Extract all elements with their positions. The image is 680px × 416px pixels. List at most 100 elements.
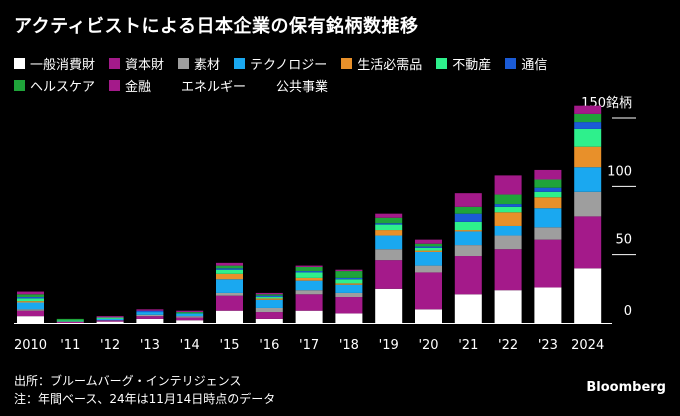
- bar-segment: [454, 230, 482, 232]
- bar-segment: [136, 316, 164, 319]
- bar-segment: [375, 235, 403, 250]
- legend-item: エネルギー: [165, 77, 247, 95]
- bar-segment: [454, 206, 482, 214]
- bar-segment: [494, 235, 522, 250]
- bar-segment: [176, 313, 204, 317]
- bar-segment: [454, 256, 482, 295]
- bar-segment: [534, 227, 562, 240]
- bar-segment: [494, 212, 522, 226]
- bar-segment: [96, 321, 124, 323]
- legend-swatch: [436, 57, 448, 69]
- bar-segment: [216, 268, 243, 270]
- bar-segment: [295, 265, 323, 267]
- bar-segment: [494, 225, 522, 236]
- bar-segment: [255, 292, 283, 295]
- bar-segment: [176, 312, 204, 314]
- bar-segment: [335, 279, 363, 284]
- bar-segment: [56, 321, 84, 323]
- x-tick-label: '19: [379, 338, 399, 353]
- bar-segment: [17, 309, 44, 311]
- bar-segment: [17, 316, 44, 323]
- legend-item: ヘルスケア: [14, 77, 96, 95]
- bar-segment: [375, 260, 403, 289]
- bloomberg-logo: Bloomberg: [586, 380, 666, 395]
- bar-segment: [255, 318, 283, 323]
- bar-segment: [216, 292, 243, 296]
- x-tick-label: '23: [538, 338, 558, 353]
- bar-segment: [574, 105, 602, 114]
- x-tick-label: '13: [140, 338, 160, 353]
- bar-segment: [136, 314, 164, 317]
- legend-item: 生活必需品: [341, 55, 423, 73]
- legend-item: 公共事業: [260, 77, 329, 95]
- x-tick-label: '14: [180, 338, 200, 353]
- bar-segment: [176, 317, 204, 321]
- x-tick-label: '16: [259, 338, 279, 353]
- bar-segment: [335, 284, 363, 293]
- bar-segment: [534, 169, 562, 180]
- y-tick-label: 100: [607, 164, 632, 179]
- bar-segment: [295, 277, 323, 281]
- legend-label: 生活必需品: [357, 57, 423, 73]
- bar-segment: [17, 294, 44, 298]
- bar-segment: [295, 290, 323, 295]
- bar-segment: [574, 122, 602, 129]
- bar-segment: [534, 287, 562, 323]
- bar-segment: [255, 307, 283, 313]
- bar-segment: [574, 268, 602, 323]
- legend-label: ヘルスケア: [30, 79, 96, 95]
- bar-segment: [415, 239, 442, 244]
- bar-segment: [454, 245, 482, 257]
- legend-item: 不動産: [436, 55, 491, 73]
- bar-segment: [415, 272, 442, 310]
- bar-segment: [216, 273, 243, 280]
- bar-segment: [454, 294, 482, 323]
- bar-segment: [375, 249, 403, 261]
- bar-segment: [415, 243, 442, 247]
- bar-segment: [96, 320, 124, 322]
- bar-segment: [454, 193, 482, 207]
- legend-label: 素材: [194, 57, 221, 73]
- legend-label: 一般消費財: [30, 57, 96, 73]
- bar-segment: [335, 297, 363, 314]
- bar-segment: [255, 295, 283, 298]
- x-tick-label: '18: [339, 338, 359, 353]
- bar-segment: [96, 317, 124, 319]
- legend-swatch: [505, 57, 517, 69]
- bar-segment: [216, 279, 243, 293]
- bar-segment: [534, 208, 562, 228]
- legend-label: エネルギー: [181, 79, 247, 95]
- bar-segment: [335, 283, 363, 285]
- bar-segment: [56, 318, 84, 321]
- legend-label: 資本財: [125, 57, 165, 73]
- bar-segment: [494, 204, 522, 207]
- x-tick-label: '17: [299, 338, 319, 353]
- bar-segment: [494, 290, 522, 323]
- bar-segment: [136, 310, 164, 313]
- bar-segment: [295, 266, 323, 272]
- legend-swatch: [14, 79, 25, 91]
- bar-segment: [415, 251, 442, 266]
- x-tick-label: '15: [219, 338, 239, 353]
- bar-segment: [176, 320, 204, 323]
- legend-swatch: [234, 57, 246, 69]
- bar-segment: [415, 265, 442, 273]
- x-tick-label: '21: [458, 338, 478, 353]
- x-tick-label: '12: [100, 338, 120, 353]
- bar-segment: [17, 291, 44, 295]
- bar-segment: [136, 318, 164, 323]
- legend-swatch: [14, 57, 25, 69]
- bar-segment: [335, 292, 363, 298]
- legend-label: 金融: [125, 79, 152, 95]
- bar-segment: [494, 249, 522, 291]
- bar-segment: [96, 316, 124, 318]
- bar-segment: [574, 191, 602, 217]
- bar-segment: [574, 113, 602, 123]
- legend-item: 一般消費財: [14, 55, 96, 73]
- legend-label: 公共事業: [276, 79, 329, 95]
- legend-item: 金融: [109, 77, 152, 95]
- legend-swatch: [341, 57, 353, 69]
- bar-segment: [17, 301, 44, 303]
- bar-segment: [375, 288, 403, 323]
